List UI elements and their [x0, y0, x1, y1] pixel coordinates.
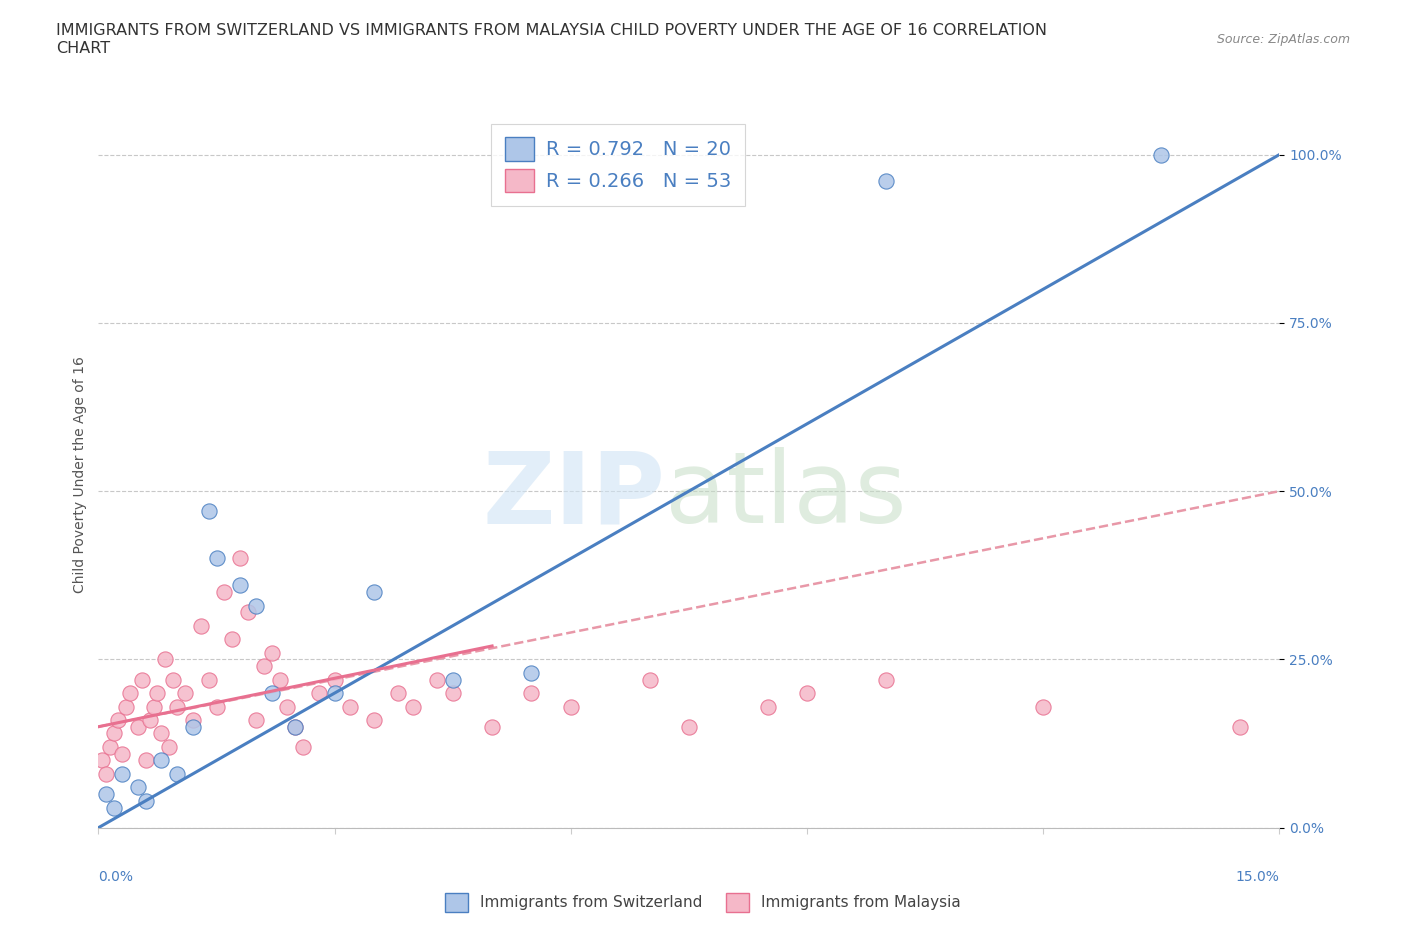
- Point: [520, 666, 543, 681]
- Legend: R = 0.792   N = 20, R = 0.266   N = 53: R = 0.792 N = 20, R = 0.266 N = 53: [492, 124, 745, 206]
- Point: [135, 753, 157, 768]
- Point: [150, 726, 173, 741]
- Point: [260, 685, 283, 700]
- Text: Source: ZipAtlas.com: Source: ZipAtlas.com: [1216, 33, 1350, 46]
- Y-axis label: Child Poverty Under the Age of 16: Child Poverty Under the Age of 16: [73, 356, 87, 592]
- Point: [205, 551, 228, 565]
- Point: [260, 645, 283, 660]
- Point: [155, 652, 177, 667]
- Point: [103, 726, 125, 741]
- Point: [197, 672, 219, 687]
- Point: [96, 766, 118, 781]
- Point: [190, 618, 212, 633]
- Point: [363, 585, 385, 600]
- Point: [174, 685, 197, 700]
- Point: [292, 739, 315, 754]
- Point: [181, 712, 204, 727]
- Point: [678, 719, 700, 734]
- Point: [363, 712, 385, 727]
- Point: [796, 685, 818, 700]
- Point: [236, 604, 259, 619]
- Point: [245, 598, 267, 613]
- Point: [111, 746, 134, 761]
- Point: [138, 712, 160, 727]
- Point: [131, 672, 153, 687]
- Point: [1150, 147, 1173, 162]
- Point: [560, 699, 582, 714]
- Point: [481, 719, 503, 734]
- Point: [520, 685, 543, 700]
- Point: [1229, 719, 1251, 734]
- Point: [756, 699, 779, 714]
- Point: [146, 685, 169, 700]
- Point: [111, 766, 134, 781]
- Point: [245, 712, 267, 727]
- Point: [339, 699, 361, 714]
- Point: [98, 739, 121, 754]
- Point: [142, 699, 165, 714]
- Point: [284, 719, 307, 734]
- Point: [221, 631, 243, 646]
- Point: [269, 672, 291, 687]
- Legend: Immigrants from Switzerland, Immigrants from Malaysia: Immigrants from Switzerland, Immigrants …: [439, 887, 967, 918]
- Point: [205, 699, 228, 714]
- Point: [284, 719, 307, 734]
- Point: [276, 699, 298, 714]
- Point: [638, 672, 661, 687]
- Point: [229, 578, 252, 592]
- Point: [103, 800, 125, 815]
- Point: [107, 712, 129, 727]
- Text: ZIP: ZIP: [482, 447, 665, 544]
- Text: 0.0%: 0.0%: [98, 870, 134, 884]
- Point: [96, 787, 118, 802]
- Point: [214, 585, 236, 600]
- Point: [157, 739, 180, 754]
- Point: [135, 793, 157, 808]
- Point: [253, 658, 276, 673]
- Point: [308, 685, 330, 700]
- Point: [229, 551, 252, 565]
- Point: [166, 766, 188, 781]
- Point: [323, 685, 346, 700]
- Text: IMMIGRANTS FROM SWITZERLAND VS IMMIGRANTS FROM MALAYSIA CHILD POVERTY UNDER THE : IMMIGRANTS FROM SWITZERLAND VS IMMIGRANT…: [56, 23, 1047, 56]
- Point: [875, 174, 897, 189]
- Point: [115, 699, 138, 714]
- Point: [402, 699, 425, 714]
- Point: [875, 672, 897, 687]
- Point: [197, 504, 219, 519]
- Point: [150, 753, 173, 768]
- Point: [323, 672, 346, 687]
- Point: [91, 753, 114, 768]
- Text: 15.0%: 15.0%: [1236, 870, 1279, 884]
- Point: [1032, 699, 1054, 714]
- Point: [441, 672, 464, 687]
- Point: [118, 685, 141, 700]
- Point: [387, 685, 409, 700]
- Point: [127, 719, 149, 734]
- Point: [127, 780, 149, 795]
- Text: atlas: atlas: [665, 447, 907, 544]
- Point: [441, 685, 464, 700]
- Point: [166, 699, 188, 714]
- Point: [181, 719, 204, 734]
- Point: [162, 672, 184, 687]
- Point: [426, 672, 449, 687]
